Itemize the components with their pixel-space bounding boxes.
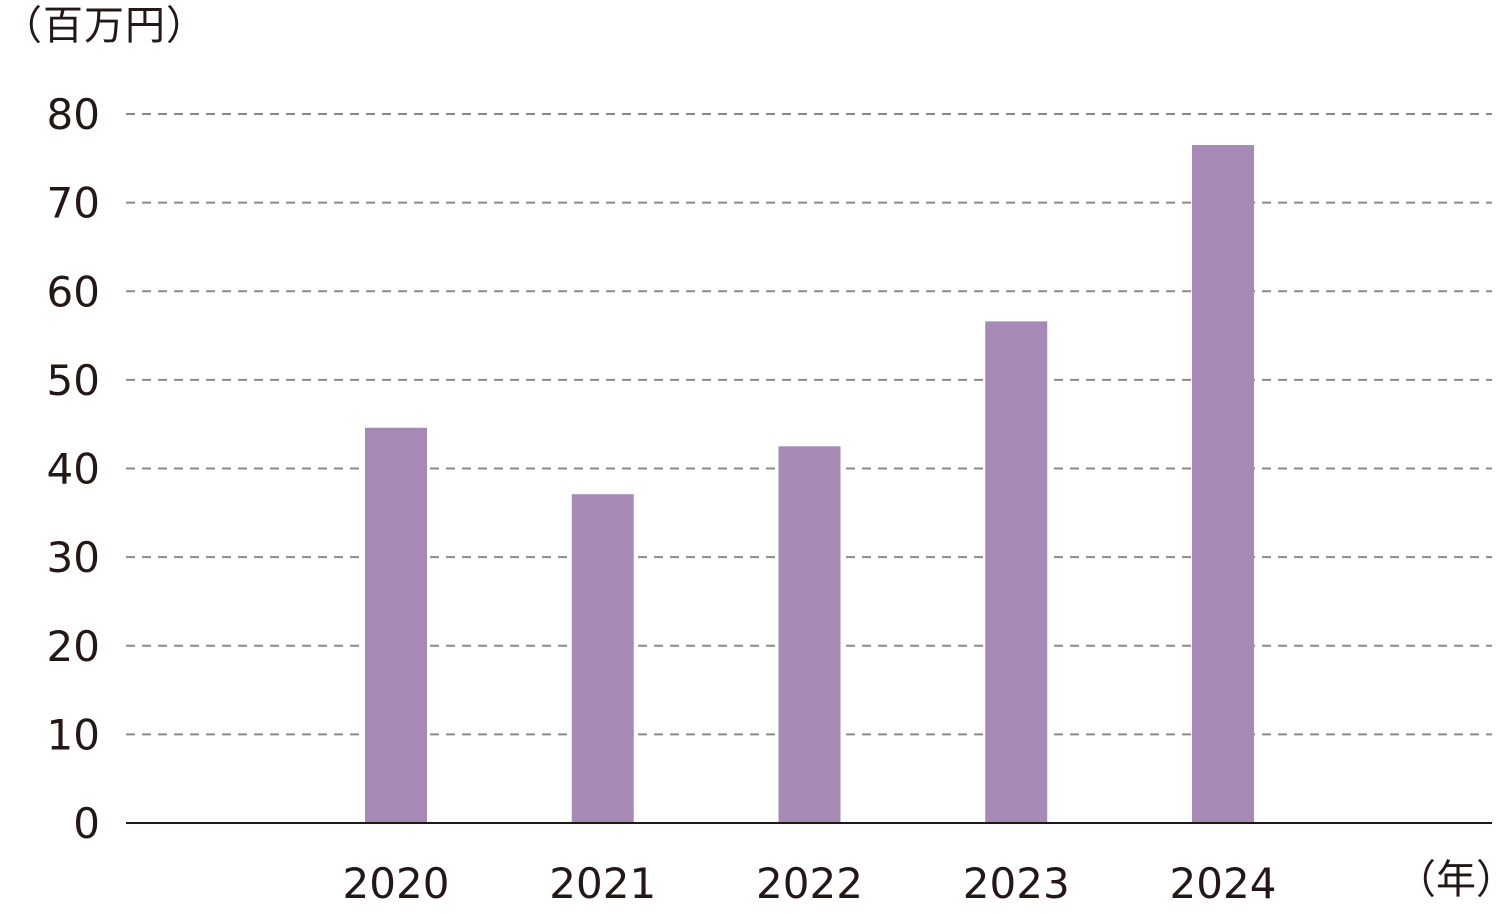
y-axis-unit-label: （百万円）: [2, 3, 207, 49]
x-tick-label: 2020: [343, 859, 450, 908]
y-tick-label: 0: [73, 799, 100, 848]
y-tick-label: 60: [47, 267, 100, 316]
x-tick-label: 2022: [756, 859, 863, 908]
bar-2021: [571, 494, 634, 823]
y-tick-label: 10: [47, 710, 100, 759]
y-tick-label: 20: [47, 622, 100, 671]
bar-2020: [365, 427, 427, 823]
y-tick-labels: 0 10 20 30 40 50 60 70 80: [47, 90, 100, 848]
x-tick-label: 2021: [549, 859, 656, 908]
x-tick-label: 2024: [1170, 859, 1277, 908]
y-tick-label: 80: [47, 90, 100, 139]
gridlines: [126, 113, 1492, 736]
bar-2024: [1192, 145, 1254, 824]
x-tick-label: 2023: [963, 859, 1070, 908]
bars: [365, 145, 1254, 824]
bar-2023: [985, 321, 1048, 823]
y-tick-label: 30: [47, 533, 100, 582]
y-tick-label: 40: [47, 445, 100, 494]
x-axis-unit-label: （年）: [1396, 857, 1500, 903]
y-tick-label: 50: [47, 356, 100, 405]
x-tick-labels: 2020 2021 2022 2023 2024: [343, 859, 1277, 908]
y-tick-label: 70: [47, 179, 100, 228]
bar-2022: [778, 446, 841, 823]
